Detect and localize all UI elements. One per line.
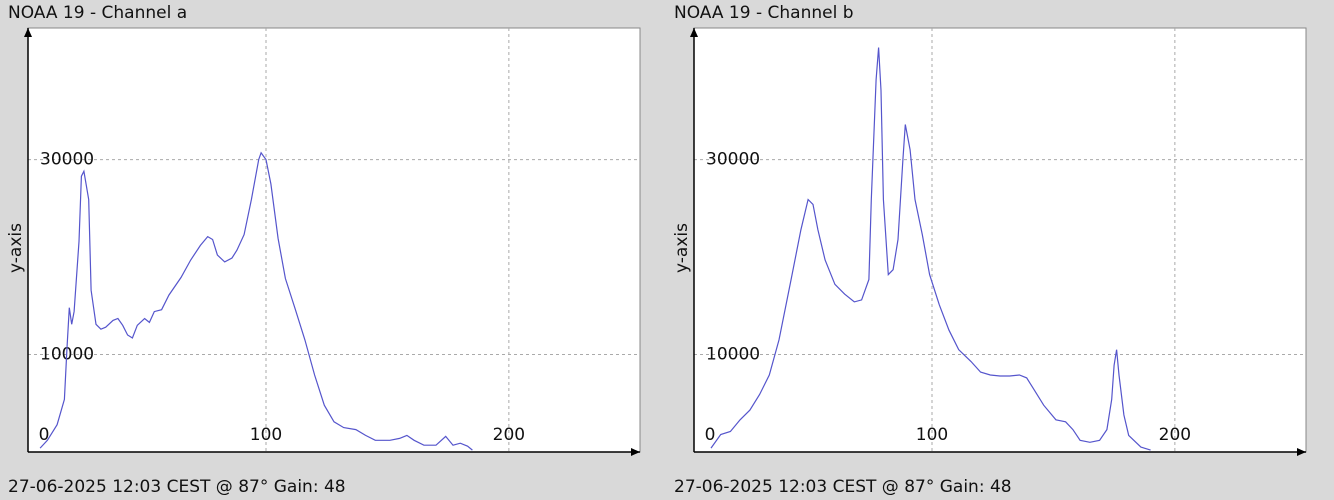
data-line	[710, 47, 1151, 451]
x-tick-label: 100	[250, 425, 282, 445]
x-axis-arrow	[1297, 448, 1306, 456]
y-axis-arrow	[24, 28, 32, 37]
chart-panel: NOAA 19 - Channel a 27-06-2025 12:03 CEST…	[6, 3, 641, 497]
y-axis-arrow	[690, 28, 698, 37]
chart-panel: NOAA 19 - Channel b 27-06-2025 12:03 CEST…	[672, 3, 1307, 497]
chart-title: NOAA 19 - Channel b	[674, 3, 854, 23]
y-tick-label: 30000	[40, 150, 94, 170]
x-tick-label: 100	[916, 425, 948, 445]
x-tick-label: 0	[39, 425, 50, 445]
chart-title: NOAA 19 - Channel a	[8, 3, 187, 23]
x-axis-arrow	[631, 448, 640, 456]
data-line	[39, 151, 473, 451]
plot-area	[693, 27, 1307, 453]
y-axis-label: y-axis	[672, 223, 692, 273]
footer: 27-06-2025 12:03 CEST @ 87° Gain: 48	[674, 477, 1012, 497]
plot-area	[27, 27, 641, 453]
x-tick-label: 0	[705, 425, 716, 445]
x-tick-label: 200	[493, 425, 525, 445]
y-axis-label: y-axis	[6, 223, 26, 273]
y-tick-label: 10000	[706, 345, 760, 365]
x-tick-label: 200	[1159, 425, 1191, 445]
y-tick-label: 30000	[706, 150, 760, 170]
footer: 27-06-2025 12:03 CEST @ 87° Gain: 48	[8, 477, 346, 497]
